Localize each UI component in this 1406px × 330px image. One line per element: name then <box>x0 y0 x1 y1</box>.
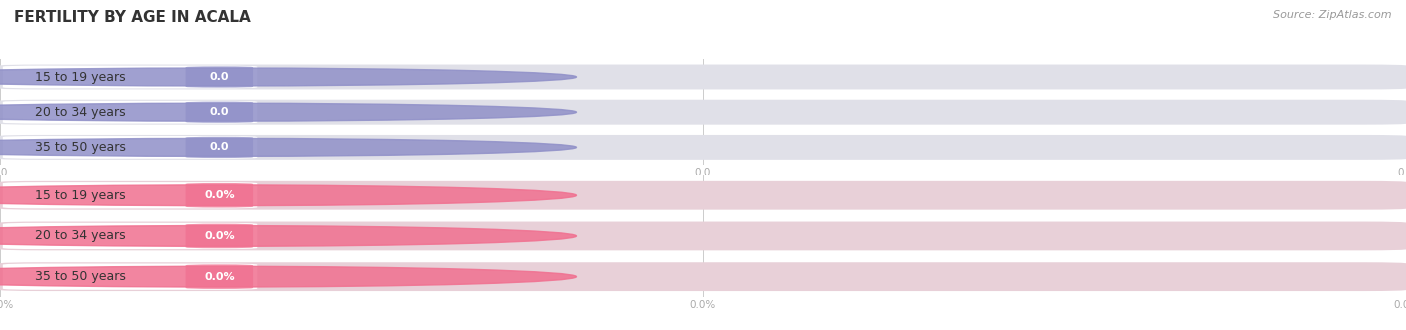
Text: 15 to 19 years: 15 to 19 years <box>35 71 125 83</box>
Text: FERTILITY BY AGE IN ACALA: FERTILITY BY AGE IN ACALA <box>14 10 250 25</box>
FancyBboxPatch shape <box>0 181 1406 210</box>
Text: 15 to 19 years: 15 to 19 years <box>35 189 125 202</box>
Text: 0.0%: 0.0% <box>204 272 235 281</box>
FancyBboxPatch shape <box>0 65 1406 89</box>
FancyBboxPatch shape <box>3 101 257 123</box>
Text: 35 to 50 years: 35 to 50 years <box>35 270 127 283</box>
FancyBboxPatch shape <box>3 182 257 209</box>
Circle shape <box>0 138 576 156</box>
Circle shape <box>0 68 576 86</box>
Text: 0.0%: 0.0% <box>204 190 235 200</box>
FancyBboxPatch shape <box>3 263 257 290</box>
Text: Source: ZipAtlas.com: Source: ZipAtlas.com <box>1274 10 1392 20</box>
FancyBboxPatch shape <box>3 223 257 249</box>
Text: 0.0%: 0.0% <box>204 231 235 241</box>
FancyBboxPatch shape <box>186 183 253 208</box>
FancyBboxPatch shape <box>186 224 253 248</box>
FancyBboxPatch shape <box>186 264 253 289</box>
Circle shape <box>0 266 576 287</box>
FancyBboxPatch shape <box>0 221 1406 250</box>
FancyBboxPatch shape <box>3 136 257 159</box>
FancyBboxPatch shape <box>0 100 1406 125</box>
Text: 20 to 34 years: 20 to 34 years <box>35 229 125 243</box>
FancyBboxPatch shape <box>186 137 253 158</box>
Text: 20 to 34 years: 20 to 34 years <box>35 106 125 119</box>
FancyBboxPatch shape <box>186 66 253 88</box>
Text: 0.0: 0.0 <box>209 143 229 152</box>
FancyBboxPatch shape <box>186 102 253 123</box>
Circle shape <box>0 103 576 121</box>
FancyBboxPatch shape <box>3 66 257 88</box>
Circle shape <box>0 185 576 206</box>
Text: 35 to 50 years: 35 to 50 years <box>35 141 127 154</box>
FancyBboxPatch shape <box>0 262 1406 291</box>
Text: 0.0: 0.0 <box>209 107 229 117</box>
Circle shape <box>0 226 576 246</box>
Text: 0.0: 0.0 <box>209 72 229 82</box>
FancyBboxPatch shape <box>0 135 1406 160</box>
